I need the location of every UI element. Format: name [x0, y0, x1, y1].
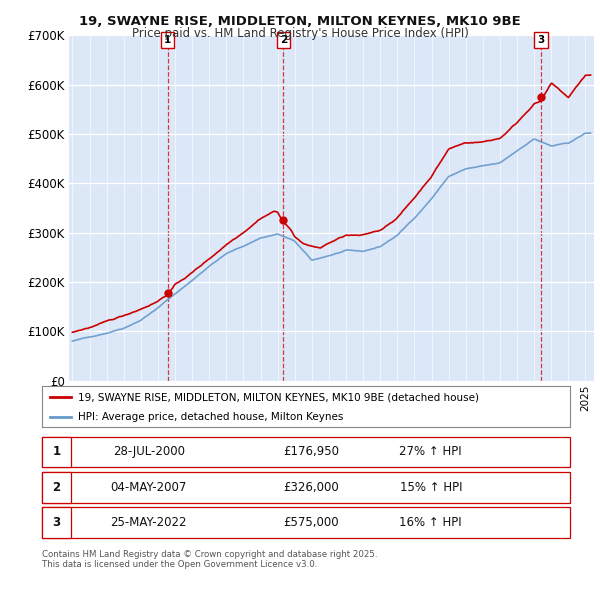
Text: £176,950: £176,950: [283, 445, 339, 458]
Text: 28-JUL-2000: 28-JUL-2000: [113, 445, 185, 458]
Text: Price paid vs. HM Land Registry's House Price Index (HPI): Price paid vs. HM Land Registry's House …: [131, 27, 469, 40]
Text: 3: 3: [538, 35, 545, 45]
Text: 04-MAY-2007: 04-MAY-2007: [110, 481, 187, 494]
Text: £575,000: £575,000: [283, 516, 338, 529]
Text: 16% ↑ HPI: 16% ↑ HPI: [400, 516, 462, 529]
Text: 2: 2: [280, 35, 287, 45]
Text: 3: 3: [52, 516, 61, 529]
Text: Contains HM Land Registry data © Crown copyright and database right 2025.: Contains HM Land Registry data © Crown c…: [42, 550, 377, 559]
Text: 1: 1: [52, 445, 61, 458]
Text: 1: 1: [164, 35, 171, 45]
Text: This data is licensed under the Open Government Licence v3.0.: This data is licensed under the Open Gov…: [42, 560, 317, 569]
Text: 19, SWAYNE RISE, MIDDLETON, MILTON KEYNES, MK10 9BE (detached house): 19, SWAYNE RISE, MIDDLETON, MILTON KEYNE…: [78, 392, 479, 402]
Text: HPI: Average price, detached house, Milton Keynes: HPI: Average price, detached house, Milt…: [78, 412, 343, 421]
Text: 15% ↑ HPI: 15% ↑ HPI: [400, 481, 462, 494]
Text: £326,000: £326,000: [283, 481, 338, 494]
Text: 27% ↑ HPI: 27% ↑ HPI: [400, 445, 462, 458]
Text: 19, SWAYNE RISE, MIDDLETON, MILTON KEYNES, MK10 9BE: 19, SWAYNE RISE, MIDDLETON, MILTON KEYNE…: [79, 15, 521, 28]
Text: 25-MAY-2022: 25-MAY-2022: [110, 516, 187, 529]
Text: 2: 2: [52, 481, 61, 494]
